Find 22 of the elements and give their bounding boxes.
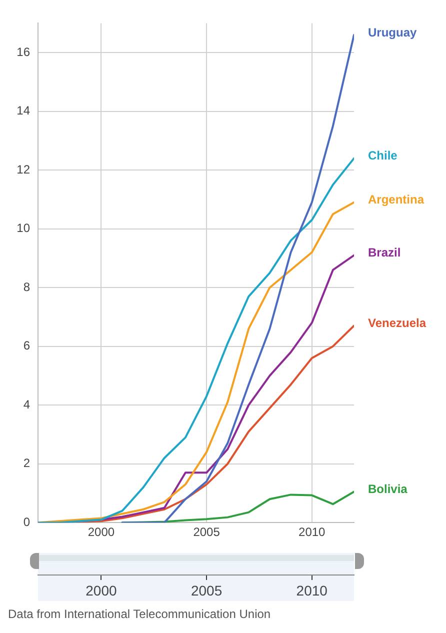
x2-tick-label: 2010	[296, 582, 328, 598]
x2-tick-label: 2005	[190, 582, 222, 598]
y-tick-label: 6	[23, 338, 30, 353]
series-label: Uruguay	[368, 25, 417, 40]
y-tick-label: 12	[16, 162, 30, 176]
y-tick-label: 0	[23, 514, 30, 529]
x-tick-label: 2005	[193, 525, 220, 540]
y-tick-label: 8	[23, 280, 30, 294]
series-label: Chile	[368, 148, 398, 163]
series-label: Argentina	[368, 192, 424, 207]
x2-tick-label: 2000	[86, 582, 117, 598]
series-label: Brazil	[368, 246, 401, 260]
series-label: Bolivia	[368, 482, 408, 496]
x-tick-label: 2010	[298, 525, 326, 540]
y-tick-label: 16	[16, 44, 30, 59]
y-tick-label: 4	[23, 397, 30, 412]
x-tick-label: 2000	[88, 525, 115, 540]
text: Data from International Telecommunication Union	[8, 607, 272, 621]
y-tick-label: 14	[16, 104, 30, 118]
y-tick-label: 10	[16, 221, 30, 236]
y-tick-label: 2	[23, 456, 30, 470]
series-label: Venezuela	[368, 316, 426, 330]
